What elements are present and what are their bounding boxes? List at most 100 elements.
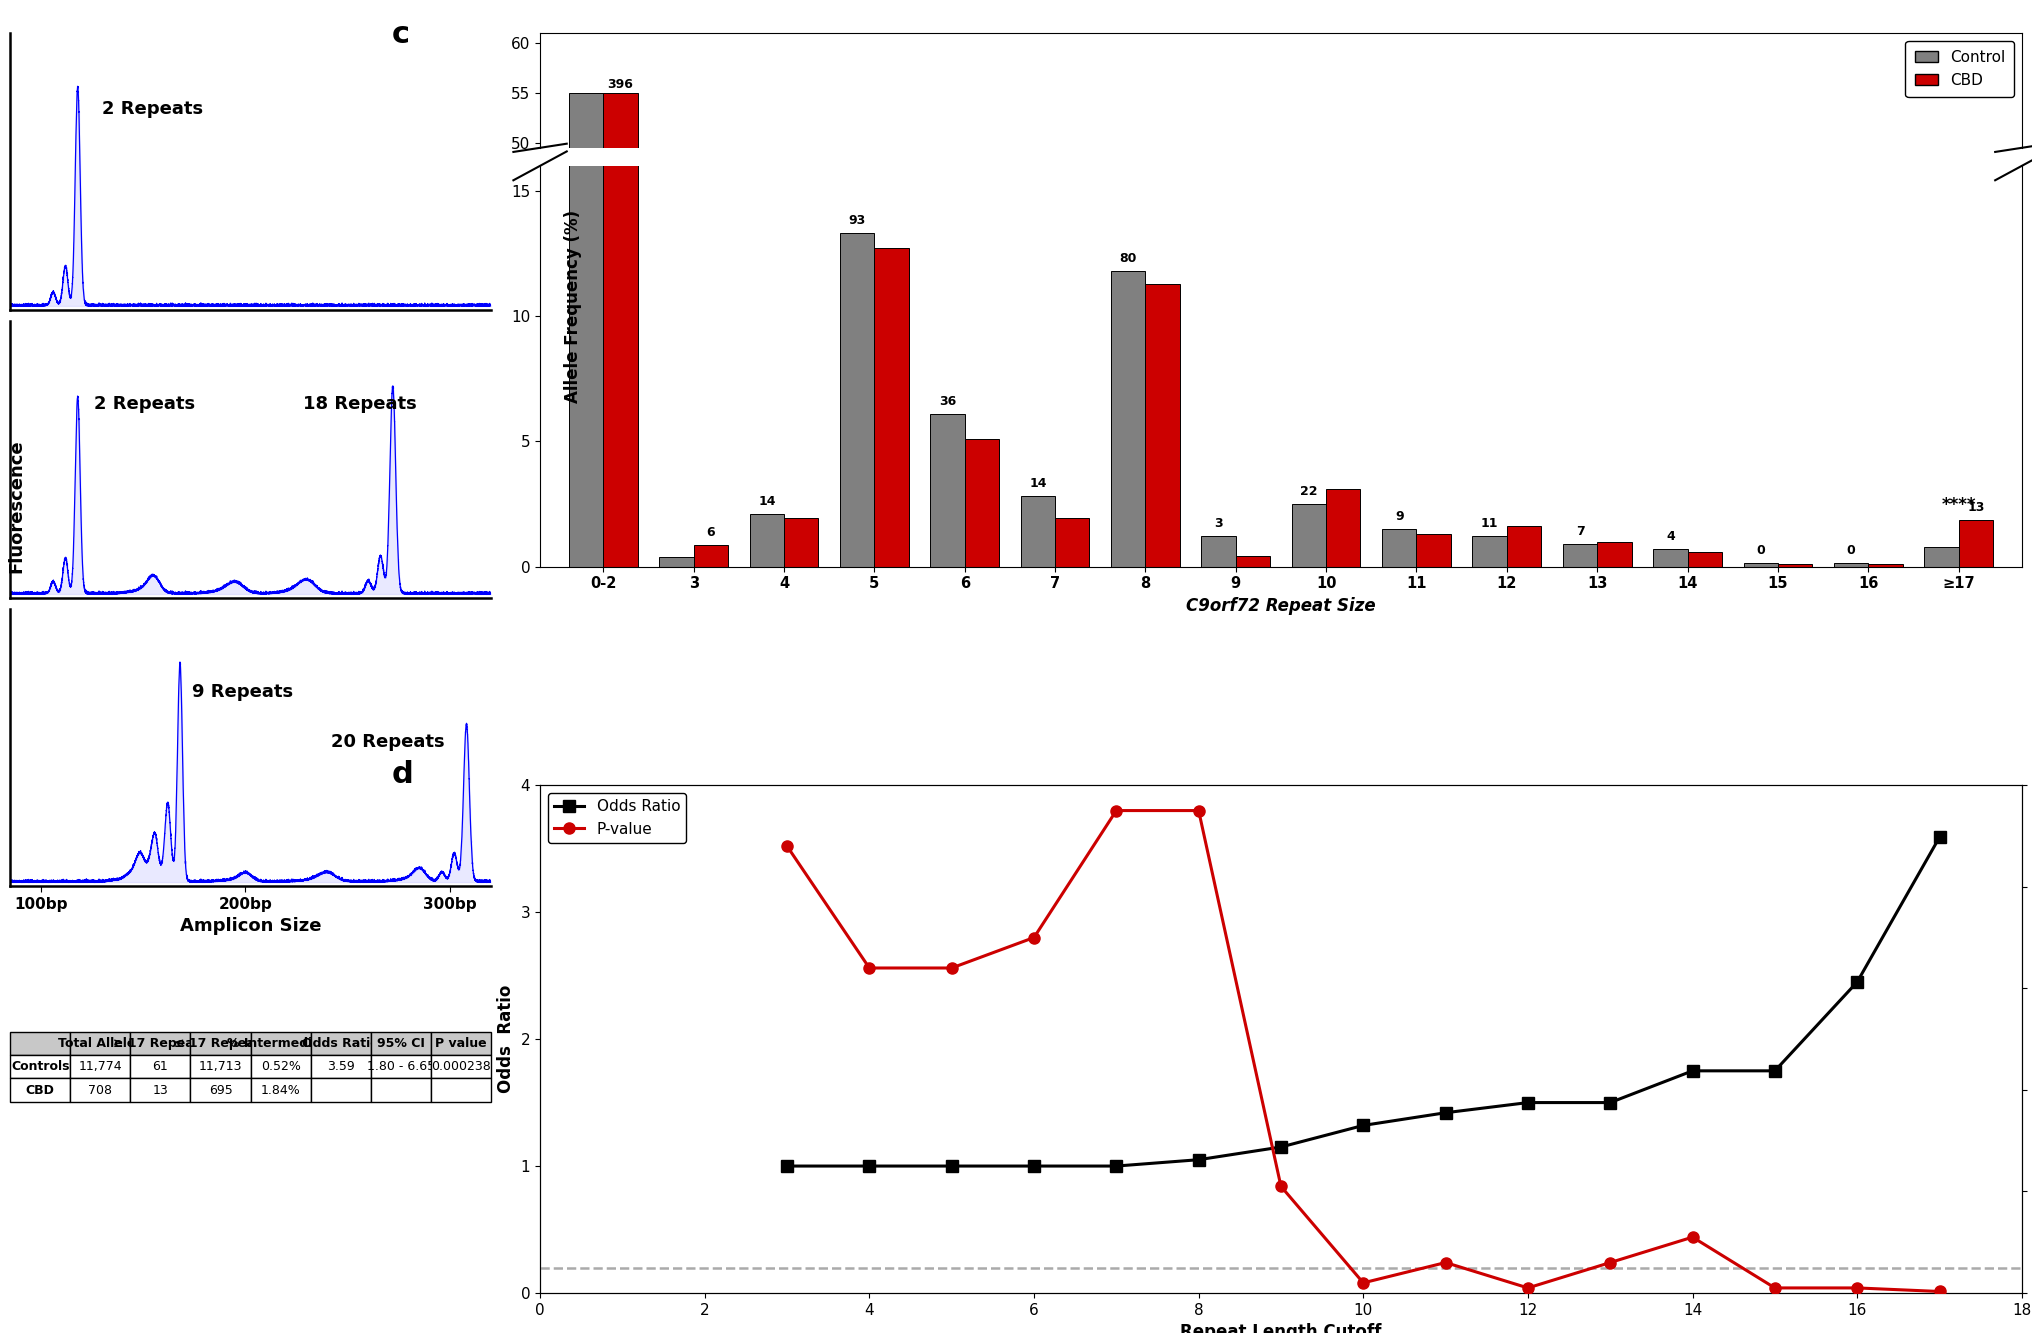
Text: Allele Frequency (%): Allele Frequency (%) [565,211,581,403]
Bar [1597,631,1632,641]
Bar [1743,639,1778,641]
Bar [1867,564,1902,567]
Text: 20 Repeats: 20 Repeats [331,733,445,750]
Odds Ratio [1845,974,1869,990]
Text: c: c [392,20,410,48]
Text: 2 Repeats: 2 Repeats [93,395,195,413]
Bar [1055,621,1089,641]
Odds Ratio [1680,1062,1705,1078]
Bar [1508,527,1540,567]
Odds Ratio [1762,1062,1786,1078]
Text: 0: 0 [1756,544,1766,557]
P-value [1022,929,1046,945]
Bar [604,0,638,567]
Text: Fluorescence: Fluorescence [8,440,24,573]
Bar [569,93,604,641]
Text: ****: **** [1941,496,1975,515]
Bar [1201,536,1235,567]
Bar [1020,496,1055,567]
Text: 4: 4 [1666,529,1674,543]
Odds Ratio [1268,1138,1292,1154]
P-value [1187,802,1211,818]
Bar [1597,541,1632,567]
P-value [1268,1178,1292,1194]
Bar [693,632,727,641]
Bar [784,621,819,641]
Text: 6: 6 [707,527,715,539]
Bar [1959,520,1993,567]
Bar [1654,633,1687,641]
Text: d: d [392,760,415,789]
Bar [1146,528,1181,641]
P-value [774,838,799,854]
Bar [839,508,874,641]
X-axis label: C9orf72 Repeat Size: C9orf72 Repeat Size [1187,597,1376,615]
Bar [1473,536,1508,567]
Legend: Control, CBD: Control, CBD [1906,41,2014,97]
Odds Ratio [1103,1158,1128,1174]
Bar [1235,636,1270,641]
Odds Ratio [1433,1105,1457,1121]
Bar [1473,629,1508,641]
Bar [1327,609,1361,641]
Bar [1382,529,1416,567]
Bar [1563,544,1597,567]
Bar [965,589,1000,641]
Bar [1416,628,1451,641]
Y-axis label: Odds  Ratio: Odds Ratio [498,985,514,1093]
Bar [1112,271,1146,567]
Bar [569,0,604,567]
Bar [750,620,784,641]
Bar [1835,639,1867,641]
Text: 0: 0 [1847,544,1855,557]
Bar [1020,613,1055,641]
Text: 18 Repeats: 18 Repeats [303,395,417,413]
Bar [1327,489,1361,567]
Odds Ratio [939,1158,963,1174]
P-value [1433,1254,1457,1270]
Bar [931,413,965,567]
P-value [1926,1284,1951,1300]
Bar [1924,547,1959,567]
Odds Ratio [858,1158,882,1174]
P-value [1516,1280,1540,1296]
Text: 9 Repeats: 9 Repeats [193,682,293,701]
Text: 22: 22 [1300,485,1317,497]
P-value [1762,1280,1786,1296]
Text: 80: 80 [1120,252,1138,265]
Bar [1201,629,1235,641]
Odds Ratio [1187,1152,1211,1168]
Bar [1687,635,1721,641]
Odds Ratio [774,1158,799,1174]
P-value [1680,1229,1705,1245]
Bar [1924,633,1959,641]
Bar [1055,517,1089,567]
Text: 14: 14 [1028,477,1046,491]
Text: 36: 36 [939,395,957,408]
Text: 93: 93 [849,215,866,227]
P-value [1351,1274,1376,1290]
Bar [1292,504,1327,567]
Bar [658,557,693,567]
Bar [1743,563,1778,567]
Text: 7: 7 [1575,525,1585,537]
Bar [874,248,908,567]
P-value [1103,802,1128,818]
Odds Ratio [1597,1094,1622,1110]
Text: 396: 396 [608,77,634,91]
Bar [604,93,638,641]
P-value [858,960,882,976]
Text: 9: 9 [1396,509,1404,523]
Bar [658,637,693,641]
Bar [1146,284,1181,567]
Odds Ratio [1351,1117,1376,1133]
Line: Odds Ratio: Odds Ratio [782,832,1945,1172]
Bar [1835,563,1867,567]
Bar [839,233,874,567]
Bar [874,515,908,641]
Bar [1654,549,1687,567]
Text: 14: 14 [758,495,776,508]
Text: 2 Repeats: 2 Repeats [102,100,203,119]
Bar [750,515,784,567]
Bar [1416,535,1451,567]
